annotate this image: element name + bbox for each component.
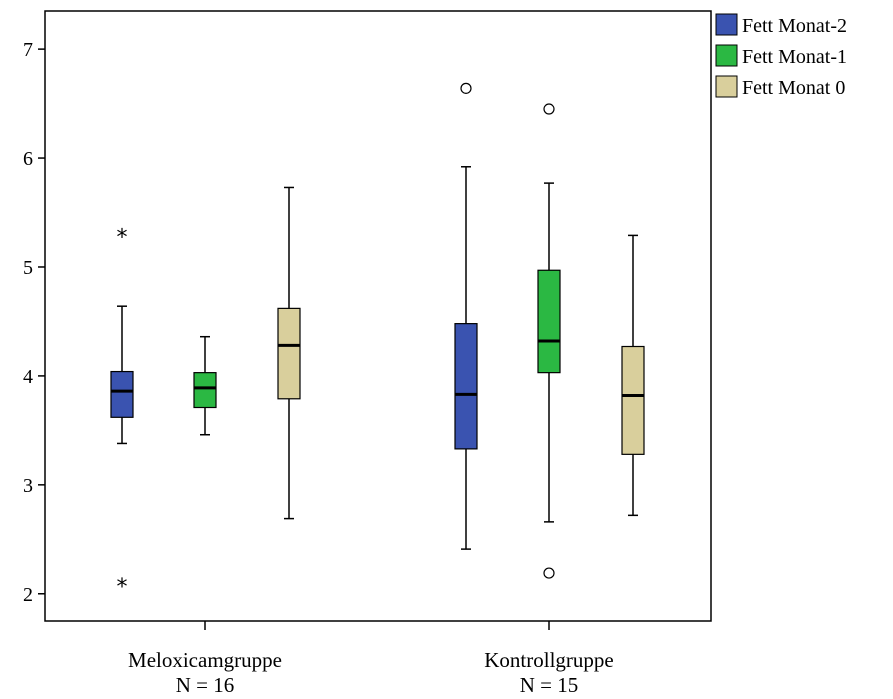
x-category-label: Meloxicamgruppe xyxy=(128,648,282,672)
box-iqr xyxy=(537,269,561,374)
x-category-label: Kontrollgruppe xyxy=(484,648,613,672)
outlier-circle xyxy=(543,103,555,115)
boxes: ** xyxy=(110,82,645,600)
outlier-circle xyxy=(543,567,555,579)
box-5 xyxy=(621,234,645,517)
y-tick-label: 7 xyxy=(23,39,33,61)
legend: Fett Monat-2 Fett Monat-1 Fett Monat 0 xyxy=(715,13,847,99)
box-1 xyxy=(193,335,217,436)
box-4 xyxy=(537,103,561,579)
x-category-n-label: N = 16 xyxy=(176,673,235,697)
legend-label: Fett Monat-2 xyxy=(742,15,847,37)
box-iqr xyxy=(277,307,301,400)
box-iqr xyxy=(454,323,478,450)
y-axis: 2 3 4 5 6 7 xyxy=(23,39,45,606)
y-tick-label: 5 xyxy=(23,257,33,279)
legend-label: Fett Monat-1 xyxy=(742,46,847,68)
box-3 xyxy=(454,82,478,550)
outlier-circle xyxy=(460,82,472,94)
legend-swatch xyxy=(715,13,738,36)
outlier-star: * xyxy=(117,225,128,250)
y-tick-label: 6 xyxy=(23,148,33,170)
box-iqr xyxy=(193,372,217,409)
y-tick-label: 3 xyxy=(23,475,33,497)
box-iqr xyxy=(110,370,134,418)
outlier-star: * xyxy=(117,575,128,600)
box-2 xyxy=(277,186,301,520)
legend-swatch xyxy=(715,44,738,67)
x-category-n-label: N = 15 xyxy=(520,673,579,697)
plot-area xyxy=(44,10,712,622)
legend-label: Fett Monat 0 xyxy=(742,77,845,99)
y-tick-label: 4 xyxy=(23,366,33,388)
legend-swatch xyxy=(715,75,738,98)
box-0: ** xyxy=(110,225,134,600)
y-tick-label: 2 xyxy=(23,584,33,606)
box-iqr xyxy=(621,345,645,455)
